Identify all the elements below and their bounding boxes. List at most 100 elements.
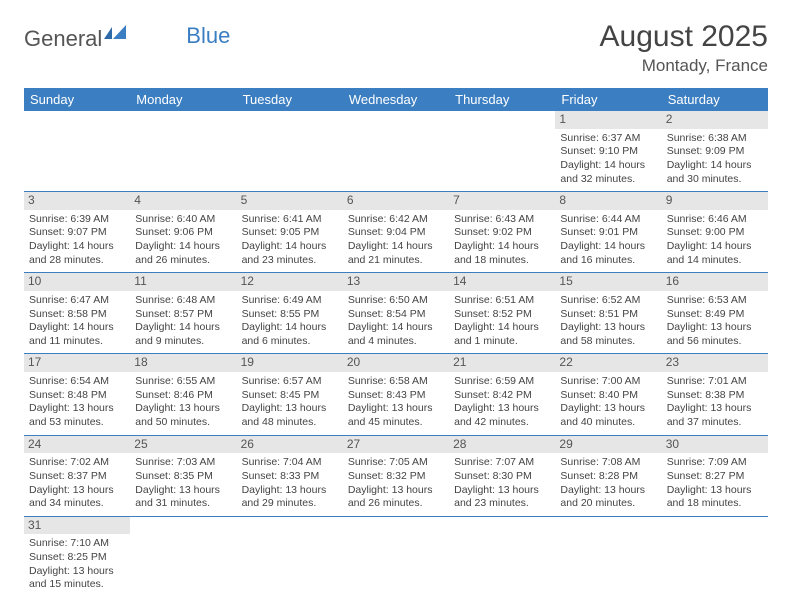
sunrise-line: Sunrise: 6:46 AM [667, 213, 763, 227]
calendar-cell: 18 Sunrise: 6:55 AMSunset: 8:46 PMDayligh… [130, 354, 236, 435]
day-number: 31 [24, 517, 130, 535]
calendar-cell: 7 Sunrise: 6:43 AMSunset: 9:02 PMDaylight… [449, 192, 555, 273]
day-number: 8 [555, 192, 661, 210]
daylight-line: Daylight: 14 hours and 32 minutes. [560, 159, 656, 186]
day-number: 21 [449, 354, 555, 372]
day-number: 4 [130, 192, 236, 210]
day-number: 12 [237, 273, 343, 291]
daylight-line: Daylight: 13 hours and 29 minutes. [242, 484, 338, 511]
day-details: Sunrise: 6:38 AMSunset: 9:09 PMDaylight:… [667, 132, 763, 187]
daylight-line: Daylight: 13 hours and 40 minutes. [560, 402, 656, 429]
day-number: 24 [24, 436, 130, 454]
sunset-line: Sunset: 8:28 PM [560, 470, 656, 484]
day-number: 27 [343, 436, 449, 454]
calendar-cell: 26Sunrise: 7:04 AMSunset: 8:33 PMDayligh… [237, 435, 343, 516]
calendar-row: 24Sunrise: 7:02 AMSunset: 8:37 PMDayligh… [24, 435, 768, 516]
calendar-cell [449, 111, 555, 192]
calendar-row: 3Sunrise: 6:39 AMSunset: 9:07 PMDaylight… [24, 192, 768, 273]
calendar-cell [130, 111, 236, 192]
day-number: 22 [555, 354, 661, 372]
calendar-cell [237, 516, 343, 597]
sunrise-line: Sunrise: 6:49 AM [242, 294, 338, 308]
weekday-header: Wednesday [343, 88, 449, 111]
day-details: Sunrise: 6:55 AMSunset: 8:46 PMDaylight:… [135, 375, 231, 430]
calendar-header-row: SundayMondayTuesdayWednesdayThursdayFrid… [24, 88, 768, 111]
daylight-line: Daylight: 13 hours and 56 minutes. [667, 321, 763, 348]
day-details: Sunrise: 7:09 AMSunset: 8:27 PMDaylight:… [667, 456, 763, 511]
day-number: 15 [555, 273, 661, 291]
weekday-header: Tuesday [237, 88, 343, 111]
calendar-cell [555, 516, 661, 597]
sunrise-line: Sunrise: 6:51 AM [454, 294, 550, 308]
sunrise-line: Sunrise: 7:07 AM [454, 456, 550, 470]
weekday-header: Sunday [24, 88, 130, 111]
daylight-line: Daylight: 14 hours and 4 minutes. [348, 321, 444, 348]
logo-text-general: General [24, 26, 102, 52]
day-number: 11 [130, 273, 236, 291]
calendar-cell: 25Sunrise: 7:03 AMSunset: 8:35 PMDayligh… [130, 435, 236, 516]
daylight-line: Daylight: 13 hours and 48 minutes. [242, 402, 338, 429]
calendar-cell: 3Sunrise: 6:39 AMSunset: 9:07 PMDaylight… [24, 192, 130, 273]
calendar-cell [662, 516, 768, 597]
daylight-line: Daylight: 13 hours and 53 minutes. [29, 402, 125, 429]
day-details: Sunrise: 6:46 AMSunset: 9:00 PMDaylight:… [667, 213, 763, 268]
day-details: Sunrise: 6:42 AMSunset: 9:04 PMDaylight:… [348, 213, 444, 268]
sunset-line: Sunset: 8:54 PM [348, 308, 444, 322]
sunrise-line: Sunrise: 6:39 AM [29, 213, 125, 227]
page-subtitle: Montady, France [600, 56, 768, 76]
calendar-table: SundayMondayTuesdayWednesdayThursdayFrid… [24, 88, 768, 597]
sunset-line: Sunset: 8:55 PM [242, 308, 338, 322]
daylight-line: Daylight: 14 hours and 18 minutes. [454, 240, 550, 267]
day-number: 18 [130, 354, 236, 372]
daylight-line: Daylight: 14 hours and 28 minutes. [29, 240, 125, 267]
sunset-line: Sunset: 8:51 PM [560, 308, 656, 322]
sunset-line: Sunset: 8:43 PM [348, 389, 444, 403]
day-number: 28 [449, 436, 555, 454]
sunrise-line: Sunrise: 6:53 AM [667, 294, 763, 308]
day-details: Sunrise: 6:51 AMSunset: 8:52 PMDaylight:… [454, 294, 550, 349]
sunset-line: Sunset: 8:40 PM [560, 389, 656, 403]
sunset-line: Sunset: 9:05 PM [242, 226, 338, 240]
day-details: Sunrise: 6:43 AMSunset: 9:02 PMDaylight:… [454, 213, 550, 268]
sunrise-line: Sunrise: 6:42 AM [348, 213, 444, 227]
sunset-line: Sunset: 8:35 PM [135, 470, 231, 484]
day-details: Sunrise: 6:52 AMSunset: 8:51 PMDaylight:… [560, 294, 656, 349]
day-details: Sunrise: 6:40 AMSunset: 9:06 PMDaylight:… [135, 213, 231, 268]
title-block: August 2025 Montady, France [600, 20, 768, 76]
sunset-line: Sunset: 8:27 PM [667, 470, 763, 484]
sunset-line: Sunset: 8:45 PM [242, 389, 338, 403]
day-number: 20 [343, 354, 449, 372]
day-details: Sunrise: 6:50 AMSunset: 8:54 PMDaylight:… [348, 294, 444, 349]
day-number: 23 [662, 354, 768, 372]
day-details: Sunrise: 7:04 AMSunset: 8:33 PMDaylight:… [242, 456, 338, 511]
daylight-line: Daylight: 14 hours and 14 minutes. [667, 240, 763, 267]
day-number: 7 [449, 192, 555, 210]
day-details: Sunrise: 6:59 AMSunset: 8:42 PMDaylight:… [454, 375, 550, 430]
day-details: Sunrise: 6:41 AMSunset: 9:05 PMDaylight:… [242, 213, 338, 268]
calendar-cell: 8Sunrise: 6:44 AMSunset: 9:01 PMDaylight… [555, 192, 661, 273]
daylight-line: Daylight: 13 hours and 15 minutes. [29, 565, 125, 592]
calendar-cell: 24Sunrise: 7:02 AMSunset: 8:37 PMDayligh… [24, 435, 130, 516]
sunset-line: Sunset: 9:10 PM [560, 145, 656, 159]
daylight-line: Daylight: 13 hours and 50 minutes. [135, 402, 231, 429]
day-details: Sunrise: 6:49 AMSunset: 8:55 PMDaylight:… [242, 294, 338, 349]
day-details: Sunrise: 7:00 AMSunset: 8:40 PMDaylight:… [560, 375, 656, 430]
calendar-cell: 23Sunrise: 7:01 AMSunset: 8:38 PMDayligh… [662, 354, 768, 435]
sunrise-line: Sunrise: 6:59 AM [454, 375, 550, 389]
sunset-line: Sunset: 9:06 PM [135, 226, 231, 240]
sunrise-line: Sunrise: 6:44 AM [560, 213, 656, 227]
day-number: 6 [343, 192, 449, 210]
day-details: Sunrise: 7:03 AMSunset: 8:35 PMDaylight:… [135, 456, 231, 511]
day-number: 5 [237, 192, 343, 210]
sunset-line: Sunset: 8:46 PM [135, 389, 231, 403]
daylight-line: Daylight: 14 hours and 16 minutes. [560, 240, 656, 267]
calendar-cell: 1Sunrise: 6:37 AMSunset: 9:10 PMDaylight… [555, 111, 661, 192]
sunset-line: Sunset: 9:02 PM [454, 226, 550, 240]
calendar-cell: 20Sunrise: 6:58 AMSunset: 8:43 PMDayligh… [343, 354, 449, 435]
sunrise-line: Sunrise: 6:57 AM [242, 375, 338, 389]
sunset-line: Sunset: 9:07 PM [29, 226, 125, 240]
day-number: 19 [237, 354, 343, 372]
day-number: 2 [662, 111, 768, 129]
sunrise-line: Sunrise: 7:08 AM [560, 456, 656, 470]
weekday-header: Friday [555, 88, 661, 111]
